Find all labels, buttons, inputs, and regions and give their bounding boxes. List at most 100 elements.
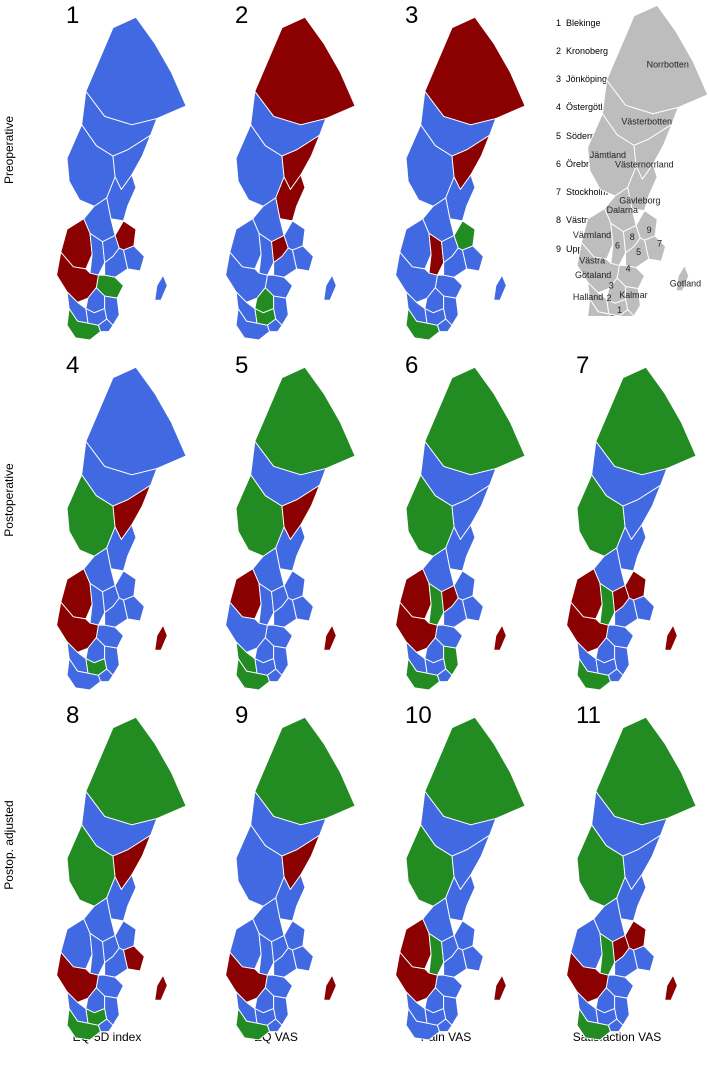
- region-gotland: [664, 974, 678, 1001]
- region-norrbotten: [424, 716, 526, 826]
- ref-label-n7: 7: [657, 238, 662, 248]
- region-norrbotten: [254, 16, 356, 126]
- region-gavleborg: [106, 174, 137, 222]
- region-norrbotten: [85, 366, 187, 476]
- ref-label-gotaland: Götaland: [575, 270, 611, 280]
- region-skane: [66, 1008, 101, 1041]
- region-gavleborg: [275, 874, 306, 922]
- ref-label-n6: 6: [615, 241, 620, 251]
- row-label-postop-adjusted: Postop. adjusted: [2, 800, 16, 890]
- region-skane: [235, 1008, 270, 1041]
- region-gotland: [493, 974, 507, 1001]
- panel-number-3: 3: [405, 2, 419, 29]
- ref-region-gotland: [675, 264, 690, 292]
- region-gotland: [493, 274, 507, 301]
- region-uppsala: [114, 920, 137, 951]
- ref-label-vastra: Västra: [579, 255, 605, 265]
- legend-line: 1 Blekinge: [556, 17, 601, 28]
- region-gavleborg: [616, 524, 647, 572]
- region-gavleborg: [275, 174, 306, 222]
- choropleth-map-panel-9: [225, 716, 356, 1041]
- ref-label-norrbotten: Norrbotten: [647, 59, 689, 69]
- panel-number-10: 10: [405, 702, 432, 729]
- ref-label-skane: Region Skåne: [569, 314, 625, 316]
- region-skane: [235, 308, 270, 341]
- region-uppsala: [283, 220, 306, 251]
- region-norrbotten: [424, 366, 526, 476]
- ref-label-jamtland: Jämtland: [590, 150, 626, 160]
- choropleth-map-panel-2: [225, 16, 356, 341]
- region-gotland: [323, 974, 337, 1001]
- choropleth-map-panel-11: [566, 716, 697, 1041]
- region-skane: [405, 308, 440, 341]
- region-gotland: [154, 624, 168, 651]
- choropleth-map-panel-10: [395, 716, 526, 1041]
- region-skane: [576, 1008, 611, 1041]
- panel-number-6: 6: [405, 352, 419, 379]
- ref-label-dalarna: Dalarna: [607, 205, 638, 215]
- ref-label-n3: 3: [609, 281, 614, 291]
- ref-label-n9: 9: [647, 225, 652, 235]
- region-uppsala: [283, 570, 306, 601]
- panel-number-11: 11: [576, 702, 601, 729]
- region-norrbotten: [254, 716, 356, 826]
- ref-label-n4: 4: [626, 264, 631, 274]
- region-norrbotten: [424, 16, 526, 126]
- region-gavleborg: [445, 174, 476, 222]
- region-gotland: [493, 624, 507, 651]
- panel-number-7: 7: [576, 352, 590, 379]
- ref-label-n8: 8: [630, 232, 635, 242]
- ref-label-n5: 5: [636, 247, 641, 257]
- ref-label-gotland: Gotland: [670, 279, 701, 289]
- region-gavleborg: [616, 874, 647, 922]
- region-uppsala: [114, 220, 137, 251]
- region-gotland: [323, 274, 337, 301]
- region-skane: [235, 658, 270, 691]
- region-uppsala: [453, 220, 476, 251]
- legend-line: 7 Stockholm: [556, 187, 609, 198]
- region-uppsala: [624, 920, 647, 951]
- legend-line: 6 Örebro: [556, 158, 595, 169]
- panel-number-8: 8: [66, 702, 80, 729]
- row-label-postoperative: Postoperative: [2, 463, 16, 537]
- region-uppsala: [114, 570, 137, 601]
- ref-label-gavleborg: Gävleborg: [619, 195, 660, 205]
- choropleth-map-panel-6: [395, 366, 526, 691]
- region-uppsala: [453, 920, 476, 951]
- choropleth-map-panel-4: [56, 366, 187, 691]
- region-gavleborg: [445, 524, 476, 572]
- region-uppsala: [283, 920, 306, 951]
- region-skane: [66, 658, 101, 691]
- region-norrbotten: [595, 716, 697, 826]
- ref-region-blekinge: [618, 309, 635, 316]
- choropleth-map-panel-7: [566, 366, 697, 691]
- ref-label-vasterbotten: Västerbotten: [621, 116, 672, 126]
- region-gotland: [154, 974, 168, 1001]
- region-uppsala: [453, 570, 476, 601]
- legend-line: 3 Jönköping: [556, 74, 608, 85]
- region-uppsala: [624, 570, 647, 601]
- panel-number-5: 5: [235, 352, 249, 379]
- choropleth-map-panel-1: [56, 16, 187, 341]
- ref-label-n1: 1: [617, 305, 622, 315]
- choropleth-map-panel-8: [56, 716, 187, 1041]
- region-gavleborg: [106, 874, 137, 922]
- region-gotland: [154, 274, 168, 301]
- ref-label-kalmar: Kalmar: [619, 290, 647, 300]
- region-gavleborg: [106, 524, 137, 572]
- ref-label-halland: Halland: [573, 292, 603, 302]
- legend-line: 2 Kronoberg: [556, 46, 609, 57]
- panel-number-2: 2: [235, 2, 249, 29]
- choropleth-map-panel-5: [225, 366, 356, 691]
- region-skane: [66, 308, 101, 341]
- region-norrbotten: [595, 366, 697, 476]
- region-gavleborg: [275, 524, 306, 572]
- choropleth-map-panel-3: [395, 16, 526, 341]
- region-norrbotten: [254, 366, 356, 476]
- panel-number-4: 4: [66, 352, 80, 379]
- legend-line: 4 Östergötland: [556, 102, 618, 113]
- region-skane: [405, 1008, 440, 1041]
- region-gavleborg: [445, 874, 476, 922]
- region-norrbotten: [85, 16, 187, 126]
- region-gotland: [664, 624, 678, 651]
